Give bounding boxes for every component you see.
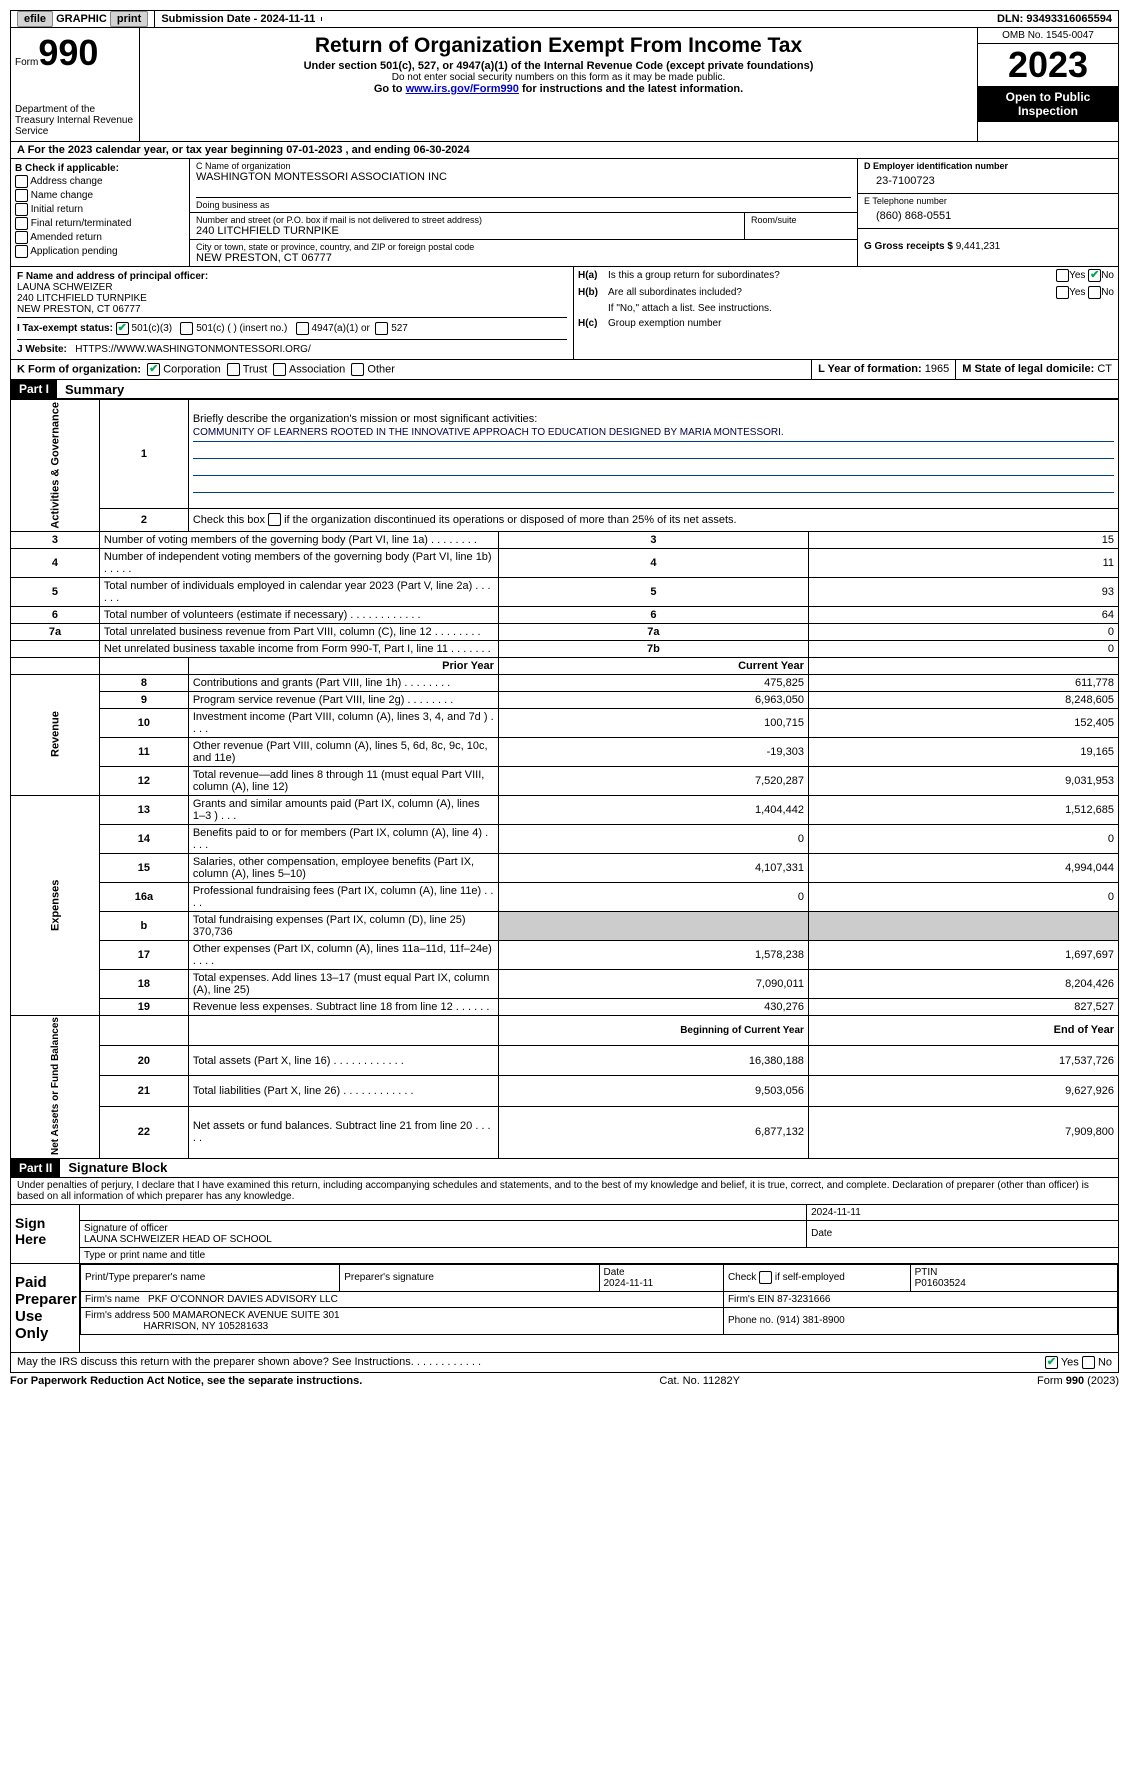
trust-checkbox[interactable] [227,363,240,376]
ha-no[interactable] [1088,269,1101,282]
domicile: CT [1097,363,1112,375]
gross-receipts: 9,441,231 [956,241,1001,252]
dln-label: DLN: 93493316065594 [991,11,1118,27]
dept-label: Department of the Treasury Internal Reve… [15,104,135,137]
firm-addr2: HARRISON, NY 105281633 [143,1321,268,1332]
part2-header: Part II [11,1159,60,1177]
part1-title: Summary [57,382,124,397]
amended-checkbox[interactable]: Amended return [15,231,185,244]
501c3-checkbox[interactable] [116,322,129,335]
officer-name: LAUNA SCHWEIZER [17,282,113,293]
form-title: Return of Organization Exempt From Incom… [148,34,969,58]
officer-sig-name: LAUNA SCHWEIZER HEAD OF SCHOOL [84,1234,272,1245]
top-toolbar: efile GRAPHIC print Submission Date - 20… [10,10,1119,28]
mission-text: COMMUNITY OF LEARNERS ROOTED IN THE INNO… [193,427,1114,442]
app-pending-checkbox[interactable]: Application pending [15,245,185,258]
form-prefix: Form [15,57,38,68]
sign-here-label: Sign Here [11,1205,80,1263]
firm-addr1: 500 MAMARONECK AVENUE SUITE 301 [153,1310,340,1321]
ein: 23-7100723 [864,171,1112,191]
col-right-info: D Employer identification number 23-7100… [858,159,1118,266]
final-return-checkbox[interactable]: Final return/terminated [15,217,185,230]
self-emp-checkbox[interactable] [759,1271,772,1284]
assoc-checkbox[interactable] [273,363,286,376]
table-value: 93 [808,577,1118,606]
declaration-text: Under penalties of perjury, I declare th… [10,1178,1119,1205]
sig-date: 2024-11-11 [807,1205,1118,1221]
other-checkbox[interactable] [351,363,364,376]
col-c-org-info: C Name of organization WASHINGTON MONTES… [190,159,858,266]
website: HTTPS://WWW.WASHINGTONMONTESSORI.ORG/ [75,344,311,355]
subtitle-1: Under section 501(c), 527, or 4947(a)(1)… [148,60,969,72]
paid-preparer-label: Paid Preparer Use Only [11,1264,80,1352]
table-value: 0 [808,640,1118,657]
gov-section-label: Activities & Governance [11,400,100,532]
city-state-zip: NEW PRESTON, CT 06777 [196,252,851,264]
part1-header: Part I [11,380,57,398]
omb-number: OMB No. 1545-0047 [978,28,1118,44]
subtitle-2: Do not enter social security numbers on … [148,72,969,83]
table-value: 15 [808,531,1118,548]
discontinued-checkbox[interactable] [268,513,281,526]
print-button[interactable]: print [110,11,148,27]
open-public-label: Open to Public Inspection [978,86,1118,122]
col-b-checkboxes: B Check if applicable: Address change Na… [11,159,190,266]
501c-checkbox[interactable] [180,322,193,335]
telephone: (860) 868-0551 [864,206,1112,226]
table-value: 11 [808,548,1118,577]
info-section: B Check if applicable: Address change Na… [10,159,1119,267]
corp-checkbox[interactable] [147,363,160,376]
addr-change-checkbox[interactable]: Address change [15,175,185,188]
discuss-text: May the IRS discuss this return with the… [17,1356,1045,1369]
submission-date: Submission Date - 2024-11-11 [154,11,321,27]
ptin: P01603524 [915,1278,966,1289]
name-change-checkbox[interactable]: Name change [15,189,185,202]
row-a-period: A For the 2023 calendar year, or tax yea… [10,142,1119,159]
part2-title: Signature Block [60,1160,167,1175]
table-value: 0 [808,623,1118,640]
efile-button[interactable]: efile [17,11,53,27]
year-formation: 1965 [925,363,949,375]
graphic-label: GRAPHIC [56,13,107,25]
table-value: 64 [808,606,1118,623]
discuss-yes[interactable] [1045,1356,1058,1369]
4947-checkbox[interactable] [296,322,309,335]
irs-link[interactable]: www.irs.gov/Form990 [406,83,519,95]
hb-no[interactable] [1088,286,1101,299]
street-address: 240 LITCHFIELD TURNPIKE [196,225,738,237]
summary-table: Activities & Governance 1 Briefly descri… [10,399,1119,1159]
initial-return-checkbox[interactable]: Initial return [15,203,185,216]
527-checkbox[interactable] [375,322,388,335]
footer: For Paperwork Reduction Act Notice, see … [10,1373,1119,1389]
ha-yes[interactable] [1056,269,1069,282]
form-header: Form990 Department of the Treasury Inter… [10,28,1119,142]
hb-yes[interactable] [1056,286,1069,299]
form-number: 990 [38,32,98,73]
org-name: WASHINGTON MONTESSORI ASSOCIATION INC [196,171,851,183]
signature-block: Sign Here 2024-11-11 Signature of office… [10,1205,1119,1264]
prep-date: 2024-11-11 [604,1278,654,1289]
firm-name: PKF O'CONNOR DAVIES ADVISORY LLC [148,1294,338,1305]
firm-phone: (914) 381-8900 [776,1315,844,1326]
discuss-no[interactable] [1082,1356,1095,1369]
firm-ein: 87-3231666 [777,1294,830,1305]
tax-year: 2023 [978,44,1118,86]
